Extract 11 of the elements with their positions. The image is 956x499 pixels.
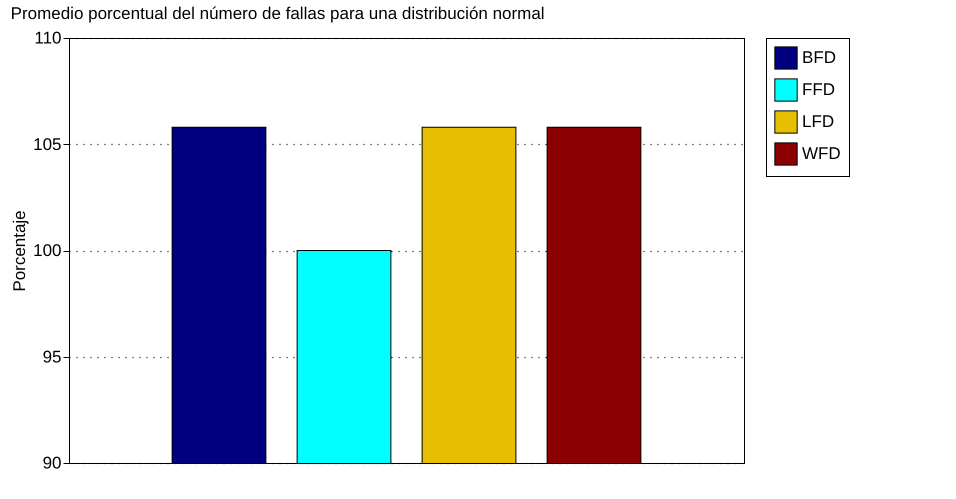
legend-label: FFD xyxy=(802,80,836,99)
chart-title: Promedio porcentual del número de fallas para una distribución normal xyxy=(10,4,545,23)
legend-label: WFD xyxy=(802,144,841,163)
y-axis-title: Porcentaje xyxy=(10,210,30,292)
y-tick-label: 95 xyxy=(42,347,62,366)
legend-label: LFD xyxy=(802,112,834,131)
legend-label: BFD xyxy=(802,48,836,67)
y-tick-label: 105 xyxy=(33,134,62,154)
y-tick-label: 90 xyxy=(42,454,62,472)
y-tick-label: 110 xyxy=(34,28,62,48)
y-tick-label: 100 xyxy=(33,241,62,260)
